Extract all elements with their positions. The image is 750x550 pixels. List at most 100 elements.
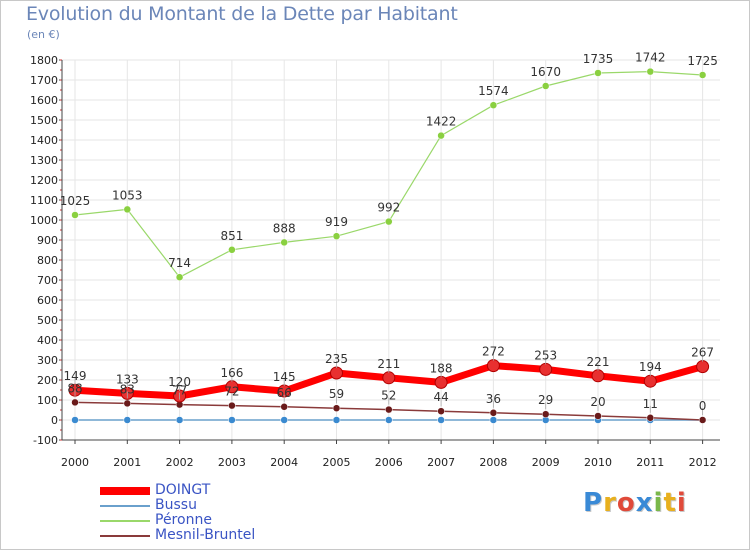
data-point: [698, 71, 707, 79]
x-tick-label: 2008: [479, 456, 507, 469]
data-point: [330, 366, 343, 380]
data-point: [71, 211, 79, 219]
data-label: 919: [325, 215, 348, 229]
data-point: [228, 401, 236, 410]
data-label: 221: [587, 355, 610, 369]
logo-letter: o: [616, 488, 636, 518]
data-point: [385, 405, 393, 414]
data-label: 851: [220, 229, 243, 243]
y-tick-label: 1000: [30, 214, 58, 227]
data-point: [437, 407, 445, 415]
data-label: 0: [699, 399, 707, 413]
y-tick-label: 200: [37, 374, 58, 387]
data-point: [71, 416, 79, 424]
x-tick-label: 2010: [584, 456, 612, 469]
data-point: [594, 69, 602, 77]
data-point: [385, 217, 393, 226]
legend-label: Mesnil-Bruntel: [155, 527, 256, 543]
data-point: [382, 371, 396, 385]
logo-letter: i: [653, 488, 664, 518]
data-point: [228, 246, 236, 254]
chart-unit: (en €): [27, 28, 60, 41]
data-label: 253: [534, 348, 557, 362]
y-tick-label: 300: [37, 354, 58, 367]
y-tick-label: 400: [37, 334, 58, 347]
data-point: [591, 369, 605, 383]
x-tick-label: 2003: [218, 456, 246, 469]
data-label: 1025: [60, 194, 91, 208]
data-point: [332, 404, 341, 412]
legend-swatch: [100, 505, 150, 507]
data-point: [541, 82, 550, 90]
x-tick-label: 2006: [375, 456, 403, 469]
data-label: 188: [430, 361, 453, 375]
data-point: [280, 403, 288, 411]
y-tick-label: 600: [37, 294, 58, 307]
data-point: [175, 416, 184, 424]
x-tick-label: 2004: [270, 456, 298, 469]
data-label: 20: [590, 395, 605, 409]
data-label: 1422: [426, 115, 457, 129]
y-tick-label: 1600: [30, 94, 58, 107]
data-point: [437, 131, 445, 140]
data-label: 714: [168, 256, 191, 270]
data-label: 59: [329, 387, 344, 401]
data-label: 272: [482, 345, 505, 359]
data-label: 1574: [478, 84, 509, 98]
proxiti-logo: Proxiti: [583, 488, 687, 518]
y-tick-label: -100: [33, 434, 58, 447]
y-tick-label: 1400: [30, 134, 58, 147]
data-label: 166: [220, 366, 243, 380]
data-point: [643, 374, 657, 388]
x-tick-label: 2007: [427, 456, 455, 469]
data-point: [123, 205, 132, 214]
data-label: 1735: [583, 52, 614, 66]
data-label: 1742: [635, 51, 666, 65]
data-label: 1725: [687, 54, 718, 68]
y-tick-label: 100: [37, 394, 58, 407]
data-label: 72: [224, 385, 239, 399]
data-label: 52: [381, 389, 396, 403]
chart-title: Evolution du Montant de la Dette par Hab…: [26, 3, 458, 25]
y-tick-label: 1500: [30, 114, 58, 127]
data-point: [437, 416, 445, 424]
logo-letter: i: [676, 488, 687, 518]
data-label: 11: [643, 397, 658, 411]
data-point: [489, 409, 498, 417]
data-label: 36: [486, 392, 501, 406]
x-tick-label: 2001: [113, 456, 141, 469]
data-point: [489, 101, 498, 109]
data-point: [696, 360, 710, 374]
data-label: 1053: [112, 188, 143, 202]
y-tick-label: 0: [51, 414, 58, 427]
data-point: [280, 416, 288, 424]
data-labels: 1025 1053 714 851 888 919 992 1422 1574 1670 1735 1…: [60, 51, 718, 415]
x-tick-label: 2011: [636, 456, 664, 469]
y-tick-label: 1700: [30, 74, 58, 87]
y-tick-label: 800: [37, 254, 58, 267]
y-tick-label: 500: [37, 314, 58, 327]
data-label: 44: [433, 390, 448, 404]
data-point: [541, 410, 550, 418]
legend-label: DOINGT: [155, 482, 211, 498]
data-label: 29: [538, 393, 553, 407]
data-point: [175, 273, 184, 281]
data-point: [332, 416, 341, 424]
data-point: [123, 399, 132, 408]
data-point: [280, 238, 288, 247]
data-point: [385, 416, 393, 424]
y-tick-label: 900: [37, 234, 58, 247]
data-point: [698, 416, 707, 424]
y-tick-label: 1200: [30, 174, 58, 187]
y-tick-label: 1100: [30, 194, 58, 207]
legend-swatch: [100, 520, 150, 522]
data-point: [489, 416, 498, 424]
logo-letter: x: [635, 488, 654, 518]
x-tick-label: 2005: [323, 456, 351, 469]
data-point: [123, 416, 132, 424]
data-point: [539, 362, 553, 376]
data-point: [434, 375, 448, 389]
logo-letter: r: [603, 488, 617, 518]
legend-label: Péronne: [155, 512, 212, 528]
data-label: 888: [273, 221, 296, 235]
